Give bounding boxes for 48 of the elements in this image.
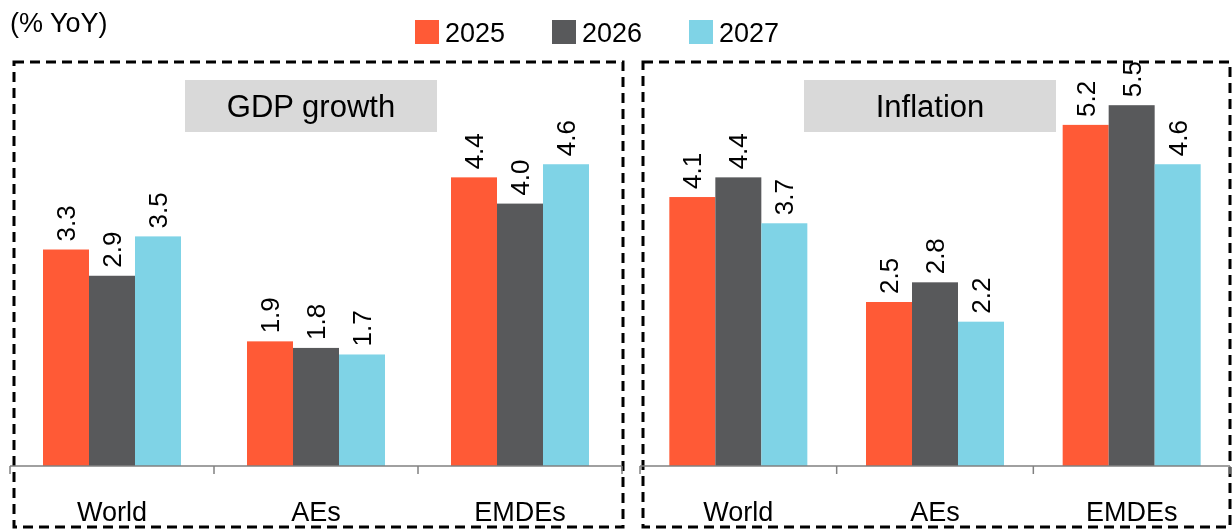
bar [89, 275, 135, 466]
x-tick-label: AEs [910, 497, 960, 527]
data-label: 1.9 [255, 297, 285, 334]
x-tick-label: World [76, 497, 148, 527]
bar [1062, 124, 1109, 466]
data-label: 2.8 [920, 238, 950, 275]
legend-label: 2025 [445, 18, 506, 48]
data-label: 4.6 [1162, 120, 1193, 157]
bar [912, 282, 958, 466]
data-label: 4.4 [459, 133, 489, 170]
bar [135, 236, 181, 466]
x-tick-label: World [703, 497, 774, 527]
bar [497, 203, 543, 466]
legend-label: 2027 [719, 18, 780, 48]
data-label: 4.0 [505, 159, 535, 196]
bar [543, 164, 589, 466]
bar [293, 347, 339, 466]
data-label: 1.8 [301, 303, 331, 340]
chart-title: GDP growth [226, 89, 396, 124]
data-label: 2.9 [97, 231, 127, 268]
bar [43, 249, 89, 466]
chart-title: Inflation [875, 89, 985, 124]
bar [715, 177, 762, 466]
bar [761, 223, 808, 466]
bar [247, 341, 293, 466]
data-label: 3.7 [769, 179, 800, 216]
bar [958, 321, 1004, 466]
data-label: 2.5 [874, 257, 904, 294]
data-label: 2.2 [966, 277, 996, 314]
x-tick-label: EMDEs [474, 497, 566, 527]
x-tick-label: EMDEs [1085, 497, 1178, 527]
bar [669, 197, 716, 466]
x-tick-label: AEs [291, 497, 341, 527]
data-label: 5.2 [1070, 80, 1101, 117]
data-label: 4.4 [723, 133, 754, 170]
y-axis-title: (% YoY) [10, 8, 108, 38]
data-label: 4.1 [677, 152, 708, 190]
data-label: 3.5 [143, 192, 173, 229]
data-label: 4.6 [551, 120, 581, 157]
legend-label: 2026 [582, 18, 643, 48]
data-label: 1.7 [347, 310, 377, 347]
bar [451, 177, 497, 466]
data-label: 5.5 [1116, 61, 1147, 98]
bar [339, 354, 385, 466]
data-label: 3.3 [51, 205, 81, 242]
bar [1154, 164, 1201, 466]
bar [866, 302, 912, 466]
bar [1108, 105, 1155, 466]
